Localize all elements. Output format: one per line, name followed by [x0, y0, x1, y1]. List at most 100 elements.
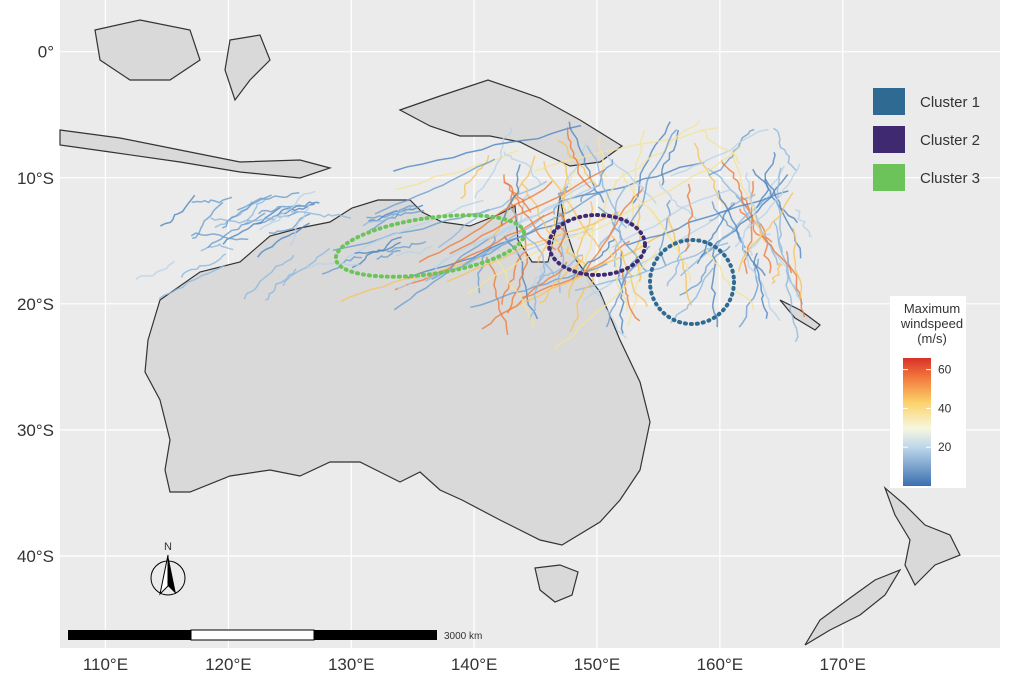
track [210, 217, 275, 224]
track [506, 250, 528, 314]
track [276, 203, 315, 217]
track [752, 252, 769, 319]
track [568, 201, 594, 298]
track [557, 212, 567, 257]
track [481, 261, 568, 330]
track [449, 169, 606, 255]
x-tick-label: 150°E [574, 655, 621, 674]
track [738, 258, 760, 328]
cluster-3-ellipse [333, 213, 527, 279]
track [566, 127, 593, 190]
y-tick-label: 30°S [17, 421, 54, 440]
scale-segment [190, 629, 315, 641]
track [503, 151, 545, 185]
x-tick-label: 140°E [451, 655, 498, 674]
track [393, 124, 582, 172]
track [534, 127, 718, 172]
y-tick-label: 0° [38, 43, 54, 62]
legend-label: Cluster 2 [920, 132, 980, 149]
track [529, 260, 546, 320]
track [693, 142, 729, 209]
tasmania [534, 564, 579, 603]
track [366, 209, 425, 219]
track [536, 254, 584, 285]
track [386, 241, 427, 253]
track [418, 180, 553, 263]
track [752, 168, 799, 224]
track [354, 241, 401, 255]
legend-swatch [873, 88, 905, 115]
track [397, 257, 447, 290]
track [437, 185, 597, 267]
track [586, 145, 628, 229]
track [773, 127, 797, 172]
track [737, 192, 794, 272]
scale-label: 3000 km [444, 631, 482, 642]
colorbar-ramp [903, 358, 931, 486]
track [494, 258, 534, 328]
track [290, 211, 352, 219]
colorbar-title: (m/s) [917, 331, 947, 346]
borneo [94, 19, 201, 81]
colorbar-tick-label: 40 [938, 401, 952, 415]
track [580, 187, 644, 277]
track [740, 196, 793, 274]
track [577, 145, 742, 240]
legend-swatch [873, 164, 905, 191]
track [258, 204, 301, 215]
track [755, 215, 772, 274]
track [395, 149, 520, 191]
track [745, 172, 761, 225]
track [711, 201, 746, 249]
track [617, 250, 625, 334]
colorbar-title: Maximum [904, 301, 960, 316]
scale-segment [314, 630, 437, 640]
nz-north [883, 486, 961, 587]
track [785, 253, 799, 342]
x-tick-label: 120°E [205, 655, 252, 674]
track [579, 267, 628, 339]
track [503, 174, 532, 213]
track [775, 167, 783, 254]
track [607, 248, 629, 312]
track [259, 215, 290, 231]
track [755, 151, 776, 209]
x-tick-label: 160°E [697, 655, 744, 674]
track [699, 129, 741, 165]
track [621, 171, 679, 247]
track [374, 158, 496, 215]
track [345, 199, 484, 259]
track [437, 180, 547, 249]
track [265, 268, 297, 301]
north-needle [159, 554, 169, 596]
track [280, 201, 320, 215]
track [394, 211, 554, 291]
track [474, 126, 513, 199]
sulawesi [224, 34, 271, 102]
north-arrow: N [150, 541, 186, 596]
track [699, 203, 736, 259]
track [511, 190, 557, 251]
track [466, 220, 601, 295]
track [362, 206, 412, 227]
legend-swatch [873, 126, 905, 153]
track [376, 249, 401, 260]
track [243, 254, 295, 300]
track [614, 120, 701, 184]
cluster-1-ellipse [648, 238, 736, 326]
track [159, 194, 196, 227]
track [571, 238, 615, 280]
track [717, 190, 766, 277]
scale-segment [68, 630, 191, 640]
track [567, 171, 576, 215]
land [59, 19, 961, 646]
track [305, 262, 362, 269]
track [660, 129, 680, 186]
legend-label: Cluster 3 [920, 170, 980, 187]
track [611, 189, 731, 249]
track [792, 227, 803, 301]
colorbar-tick-label: 60 [938, 363, 952, 377]
x-tick-label: 130°E [328, 655, 375, 674]
track [446, 211, 620, 283]
